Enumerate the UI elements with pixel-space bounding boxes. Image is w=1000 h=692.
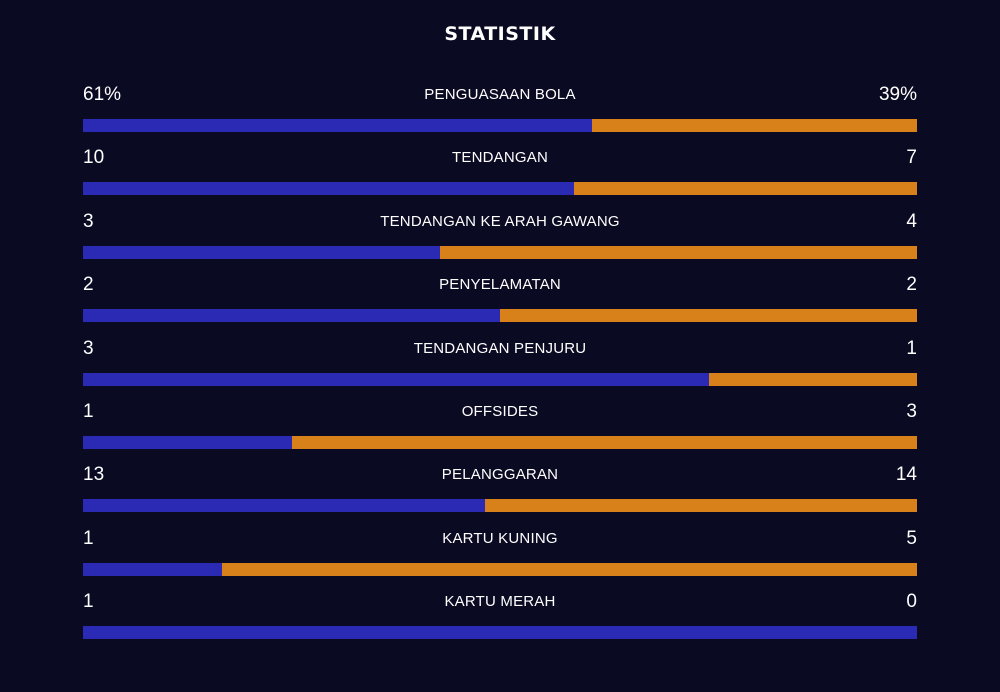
away-value: 14 <box>895 464 917 486</box>
stats-title: STATISTIK <box>444 23 556 45</box>
stat-row-shots-on-target: 3 TENDANGAN KE ARAH GAWANG 4 <box>83 207 917 270</box>
stat-row-offsides: 1 OFFSIDES 3 <box>83 397 917 460</box>
stat-bar <box>83 562 917 576</box>
stat-label: PENGUASAAN BOLA <box>424 86 576 103</box>
stat-row-corners: 3 TENDANGAN PENJURU 1 <box>83 334 917 397</box>
away-bar <box>591 119 917 132</box>
home-bar <box>83 245 441 259</box>
stat-bar <box>83 435 917 449</box>
stats-list: 61% PENGUASAAN BOLA 39% 10 TENDANGAN 7 3… <box>83 80 917 651</box>
stat-label: PELANGGARAN <box>441 466 559 484</box>
stat-row-shots: 10 TENDANGAN 7 <box>83 143 917 206</box>
away-value: 5 <box>906 527 917 549</box>
away-bar <box>440 245 917 259</box>
home-bar <box>83 372 709 386</box>
stat-bar <box>83 499 917 513</box>
home-value: 3 <box>83 337 94 359</box>
away-bar <box>484 499 917 513</box>
away-value: 7 <box>906 147 917 169</box>
away-bar <box>291 435 917 449</box>
home-bar <box>83 499 485 513</box>
home-value: 61% <box>83 84 122 105</box>
stat-row-saves: 2 PENYELAMATAN 2 <box>83 270 917 333</box>
away-value: 0 <box>906 591 917 613</box>
home-value: 10 <box>83 147 105 169</box>
stat-label: TENDANGAN KE ARAH GAWANG <box>380 212 620 230</box>
stat-bar <box>83 309 917 323</box>
stat-bar <box>83 182 917 196</box>
stat-label: OFFSIDES <box>461 402 539 420</box>
stat-label: KARTU MERAH <box>444 593 556 611</box>
home-bar <box>83 562 222 576</box>
home-bar <box>83 119 592 132</box>
away-value: 4 <box>906 210 917 232</box>
stat-bar <box>83 119 917 132</box>
home-bar <box>83 435 292 449</box>
home-value: 13 <box>83 464 105 486</box>
away-bar <box>500 309 917 323</box>
home-bar <box>83 182 574 196</box>
stat-label: KARTU KUNING <box>442 529 558 547</box>
away-value: 2 <box>906 274 917 296</box>
stat-row-fouls: 13 PELANGGARAN 14 <box>83 460 917 523</box>
stat-row-possession: 61% PENGUASAAN BOLA 39% <box>83 80 917 143</box>
away-value: 3 <box>906 400 917 422</box>
home-value: 1 <box>83 527 94 549</box>
home-value: 1 <box>83 591 94 613</box>
stat-label: TENDANGAN PENJURU <box>413 339 587 357</box>
stat-label: TENDANGAN <box>452 149 548 167</box>
home-bar <box>83 309 500 323</box>
stat-row-red-cards: 1 KARTU MERAH 0 <box>83 587 917 650</box>
stat-row-yellow-cards: 1 KARTU KUNING 5 <box>83 524 917 587</box>
stat-bar <box>83 372 917 386</box>
stat-bar <box>83 245 917 259</box>
stat-label: PENYELAMATAN <box>439 276 561 294</box>
away-bar <box>708 372 917 386</box>
away-value: 39% <box>878 84 917 105</box>
home-value: 3 <box>83 210 94 232</box>
home-value: 2 <box>83 274 94 296</box>
home-value: 1 <box>83 400 94 422</box>
stat-bar <box>83 626 917 640</box>
away-bar <box>573 182 917 196</box>
home-bar <box>83 626 917 640</box>
away-bar <box>221 562 917 576</box>
away-value: 1 <box>906 337 917 359</box>
